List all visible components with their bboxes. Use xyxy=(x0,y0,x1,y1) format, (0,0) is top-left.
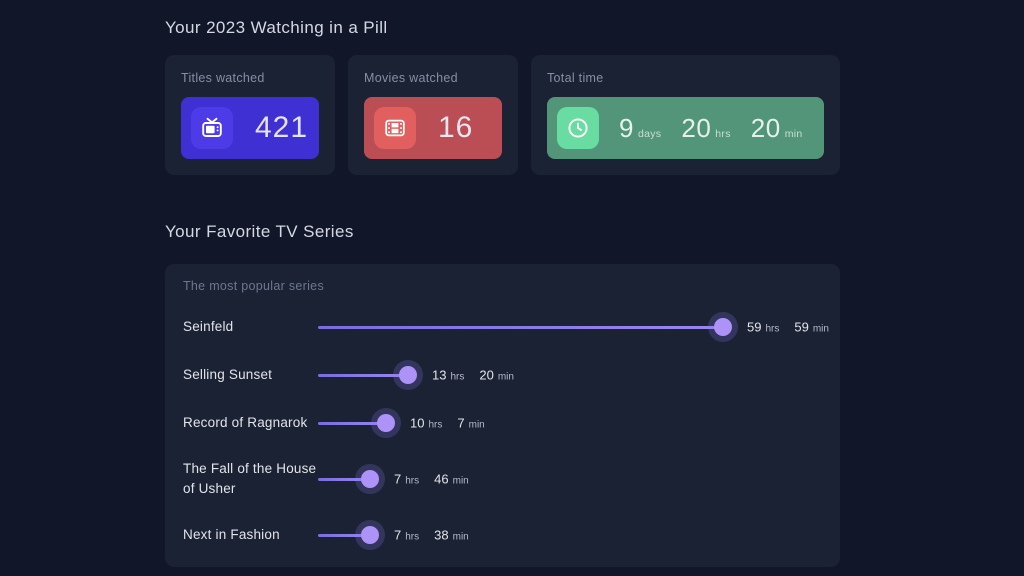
minutes-number: 46 xyxy=(434,471,449,487)
minutes-unit-label: min xyxy=(468,419,485,431)
minutes-number: 59 xyxy=(794,319,809,335)
hours-unit-label: hrs xyxy=(405,531,420,543)
series-bar: 7 hrs 38 min xyxy=(318,520,822,550)
summary-cards: Titles watched 421 Movies watched xyxy=(165,55,845,175)
series-row-record-of-ragnarok: Record of Ragnarok 10 hrs 7 min xyxy=(183,408,822,438)
series-bar: 7 hrs 46 min xyxy=(318,457,822,501)
favorites-section-title: Your Favorite TV Series xyxy=(165,222,354,241)
favorite-series-card: The most popular series Seinfeld 59 hrs … xyxy=(165,264,840,567)
lollipop-dot xyxy=(714,318,732,336)
series-name: Selling Sunset xyxy=(183,367,273,383)
series-value: 13 hrs 20 min xyxy=(432,368,514,383)
series-row-fall-of-house-of-usher: The Fall of the House of Usher 7 hrs 46 … xyxy=(183,457,822,501)
hours-number: 59 xyxy=(747,319,762,335)
minutes-unit: min xyxy=(784,127,803,140)
movies-watched-pill: 16 xyxy=(364,97,502,159)
film-icon xyxy=(374,107,416,149)
lollipop-line xyxy=(318,477,370,481)
hours-number: 7 xyxy=(394,471,402,487)
titles-watched-value: 421 xyxy=(255,111,309,144)
days-unit: days xyxy=(637,127,662,140)
hours-number: 13 xyxy=(432,367,447,383)
hours-unit-label: hrs xyxy=(765,323,780,335)
series-value: 59 hrs 59 min xyxy=(747,320,829,335)
days-value: 9 xyxy=(619,112,634,143)
total-time-minutes: 20 min xyxy=(751,113,803,144)
series-name: Seinfeld xyxy=(183,319,234,335)
lollipop-line xyxy=(318,421,386,425)
series-value: 7 hrs 38 min xyxy=(394,528,469,543)
series-row-next-in-fashion: Next in Fashion 7 hrs 38 min xyxy=(183,520,822,550)
lollipop-dot xyxy=(361,526,379,544)
lollipop-line xyxy=(318,373,408,377)
total-time-pill: 9 days 20 hrs 20 min xyxy=(547,97,824,159)
total-time-label: Total time xyxy=(547,71,604,85)
movies-watched-label: Movies watched xyxy=(364,71,458,85)
minutes-number: 38 xyxy=(434,527,449,543)
total-time-days: 9 days xyxy=(619,113,661,144)
minutes-unit-label: min xyxy=(497,371,514,383)
series-name: The Fall of the House of Usher xyxy=(183,461,317,496)
hours-number: 10 xyxy=(410,415,425,431)
titles-watched-card: Titles watched 421 xyxy=(165,55,335,175)
titles-watched-pill: 421 xyxy=(181,97,319,159)
series-name: Record of Ragnarok xyxy=(183,415,308,431)
series-row-selling-sunset: Selling Sunset 13 hrs 20 min xyxy=(183,360,822,390)
lollipop-line xyxy=(318,533,370,537)
minutes-unit-label: min xyxy=(812,323,829,335)
minutes-unit-label: min xyxy=(452,475,469,487)
movies-watched-value: 16 xyxy=(438,111,474,144)
hours-unit-label: hrs xyxy=(450,371,465,383)
hours-unit: hrs xyxy=(715,127,731,140)
titles-watched-label: Titles watched xyxy=(181,71,265,85)
series-name: Next in Fashion xyxy=(183,527,280,543)
hours-number: 7 xyxy=(394,527,402,543)
lollipop-dot xyxy=(361,470,379,488)
hours-value: 20 xyxy=(681,112,712,143)
series-bar: 10 hrs 7 min xyxy=(318,408,822,438)
hours-unit-label: hrs xyxy=(405,475,420,487)
minutes-value: 20 xyxy=(750,112,781,143)
lollipop-dot xyxy=(377,414,395,432)
series-bar: 13 hrs 20 min xyxy=(318,360,822,390)
series-row-seinfeld: Seinfeld 59 hrs 59 min xyxy=(183,312,829,342)
tv-icon xyxy=(191,107,233,149)
series-value: 7 hrs 46 min xyxy=(394,472,469,487)
hours-unit-label: hrs xyxy=(428,419,443,431)
minutes-unit-label: min xyxy=(452,531,469,543)
clock-icon xyxy=(557,107,599,149)
minutes-number: 7 xyxy=(457,415,465,431)
lollipop-line xyxy=(318,325,723,329)
minutes-number: 20 xyxy=(479,367,494,383)
lollipop-dot xyxy=(399,366,417,384)
total-time-hours: 20 hrs xyxy=(681,113,730,144)
watching-stats-page: Your 2023 Watching in a Pill Titles watc… xyxy=(165,0,845,567)
series-subtitle: The most popular series xyxy=(183,279,324,293)
series-value: 10 hrs 7 min xyxy=(410,416,485,431)
summary-section-title: Your 2023 Watching in a Pill xyxy=(165,18,388,37)
total-time-card: Total time 9 days 20 hrs 20 xyxy=(531,55,840,175)
movies-watched-card: Movies watched 16 xyxy=(348,55,518,175)
series-bar: 59 hrs 59 min xyxy=(318,312,829,342)
